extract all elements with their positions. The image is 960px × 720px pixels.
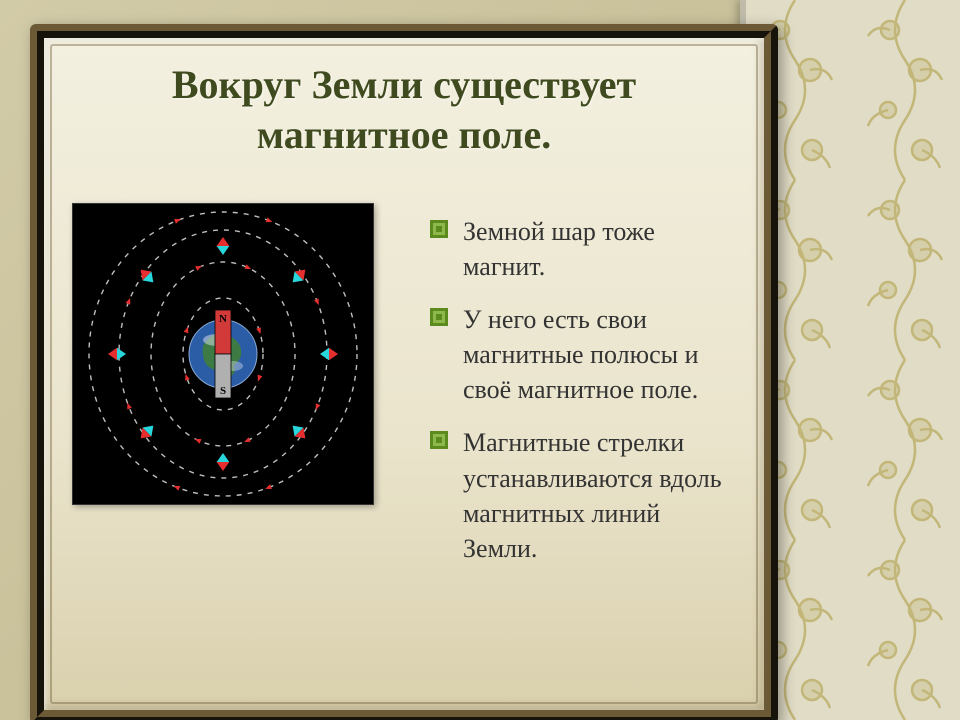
bullet-marker-icon [429,307,449,327]
svg-text:N: N [219,313,227,325]
bullet-marker-icon [429,219,449,239]
bullet-item: У него есть свои магнитные полюсы и своё… [429,302,736,407]
svg-text:S: S [220,385,226,397]
slide-stage: Вокруг Земли существует магнитное поле. … [0,0,960,720]
earth-magnetic-field-diagram: NS [72,203,374,505]
magnetic-field-svg: NS [73,204,373,504]
bullet-item: Магнитные стрелки устанавливаются вдоль … [429,425,736,565]
slide-frame: Вокруг Земли существует магнитное поле. … [30,24,778,720]
bullet-text: Магнитные стрелки устанавливаются вдоль … [463,428,722,562]
bullet-text: У него есть свои магнитные полюсы и своё… [463,305,699,404]
slide-title: Вокруг Земли существует магнитное поле. [84,60,724,160]
bullet-item: Земной шар тоже магнит. [429,214,736,284]
bullet-list: Земной шар тоже магнит. У него есть свои … [389,214,736,584]
bullet-marker-icon [429,430,449,450]
bullet-text: Земной шар тоже магнит. [463,217,655,281]
